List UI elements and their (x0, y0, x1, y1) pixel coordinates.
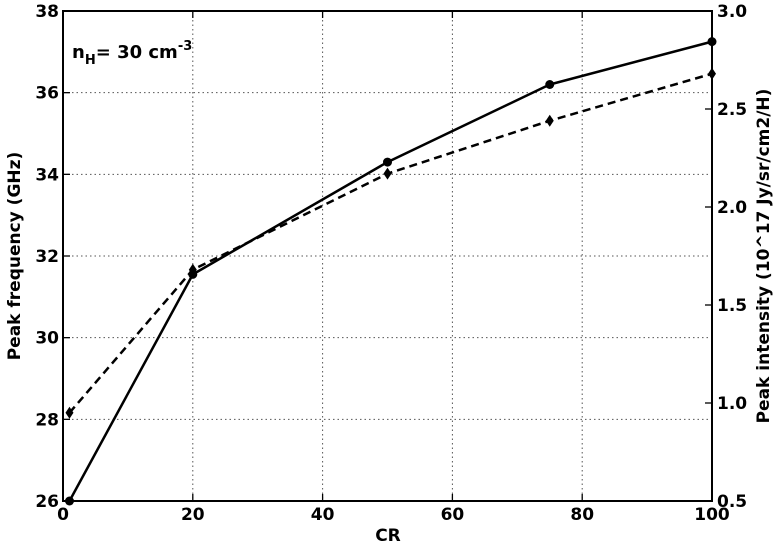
y-tick-label-left: 36 (35, 84, 59, 104)
x-tick-label: 80 (570, 505, 594, 525)
y-tick-label-left: 38 (35, 2, 59, 22)
plot-frame (62, 10, 713, 502)
density-annotation: nH= 30 cm-3 (72, 39, 192, 68)
y-tick-label-right: 0.5 (717, 492, 747, 512)
series-2-point (383, 167, 392, 180)
x-tick-label: 40 (311, 505, 335, 525)
grid (63, 11, 712, 501)
series-2-line (68, 72, 713, 414)
y-axis-label-left: Peak frequency (GHz) (5, 152, 25, 361)
series-2-point (188, 263, 197, 276)
series-2-point (65, 406, 74, 419)
y-tick-label-right: 2.5 (717, 100, 747, 120)
y-tick-label-left: 32 (35, 247, 59, 267)
y-tick-label-right: 1.5 (717, 296, 747, 316)
series-layer (64, 37, 717, 506)
y-tick-label-left: 30 (35, 329, 59, 349)
y-tick-label-right: 1.0 (717, 394, 747, 414)
x-tick-label: 0 (57, 505, 69, 525)
y-tick-label-left: 26 (35, 492, 59, 512)
series-1-point (545, 80, 555, 89)
y-tick-label-left: 34 (35, 165, 59, 185)
y-tick-label-left: 28 (35, 410, 59, 430)
x-tick-label: 60 (441, 505, 465, 525)
y-tick-label-right: 2.0 (717, 198, 747, 218)
y-axis-label-right: Peak intensity (10^17 Jy/sr/cm2/H) (754, 89, 774, 424)
x-axis-label: CR (375, 526, 401, 546)
y-tick-label-right: 3.0 (717, 2, 747, 22)
series-1-line (68, 40, 713, 502)
x-tick-label: 100 (694, 505, 730, 525)
x-tick-label: 20 (181, 505, 205, 525)
series-1-point (383, 157, 392, 167)
tick-labels: 0 20 40 60 80 100 26 28 30 32 34 36 38 0.5 1.0 1.5 2.0 2.… (35, 2, 747, 525)
series-2-point (545, 114, 554, 127)
